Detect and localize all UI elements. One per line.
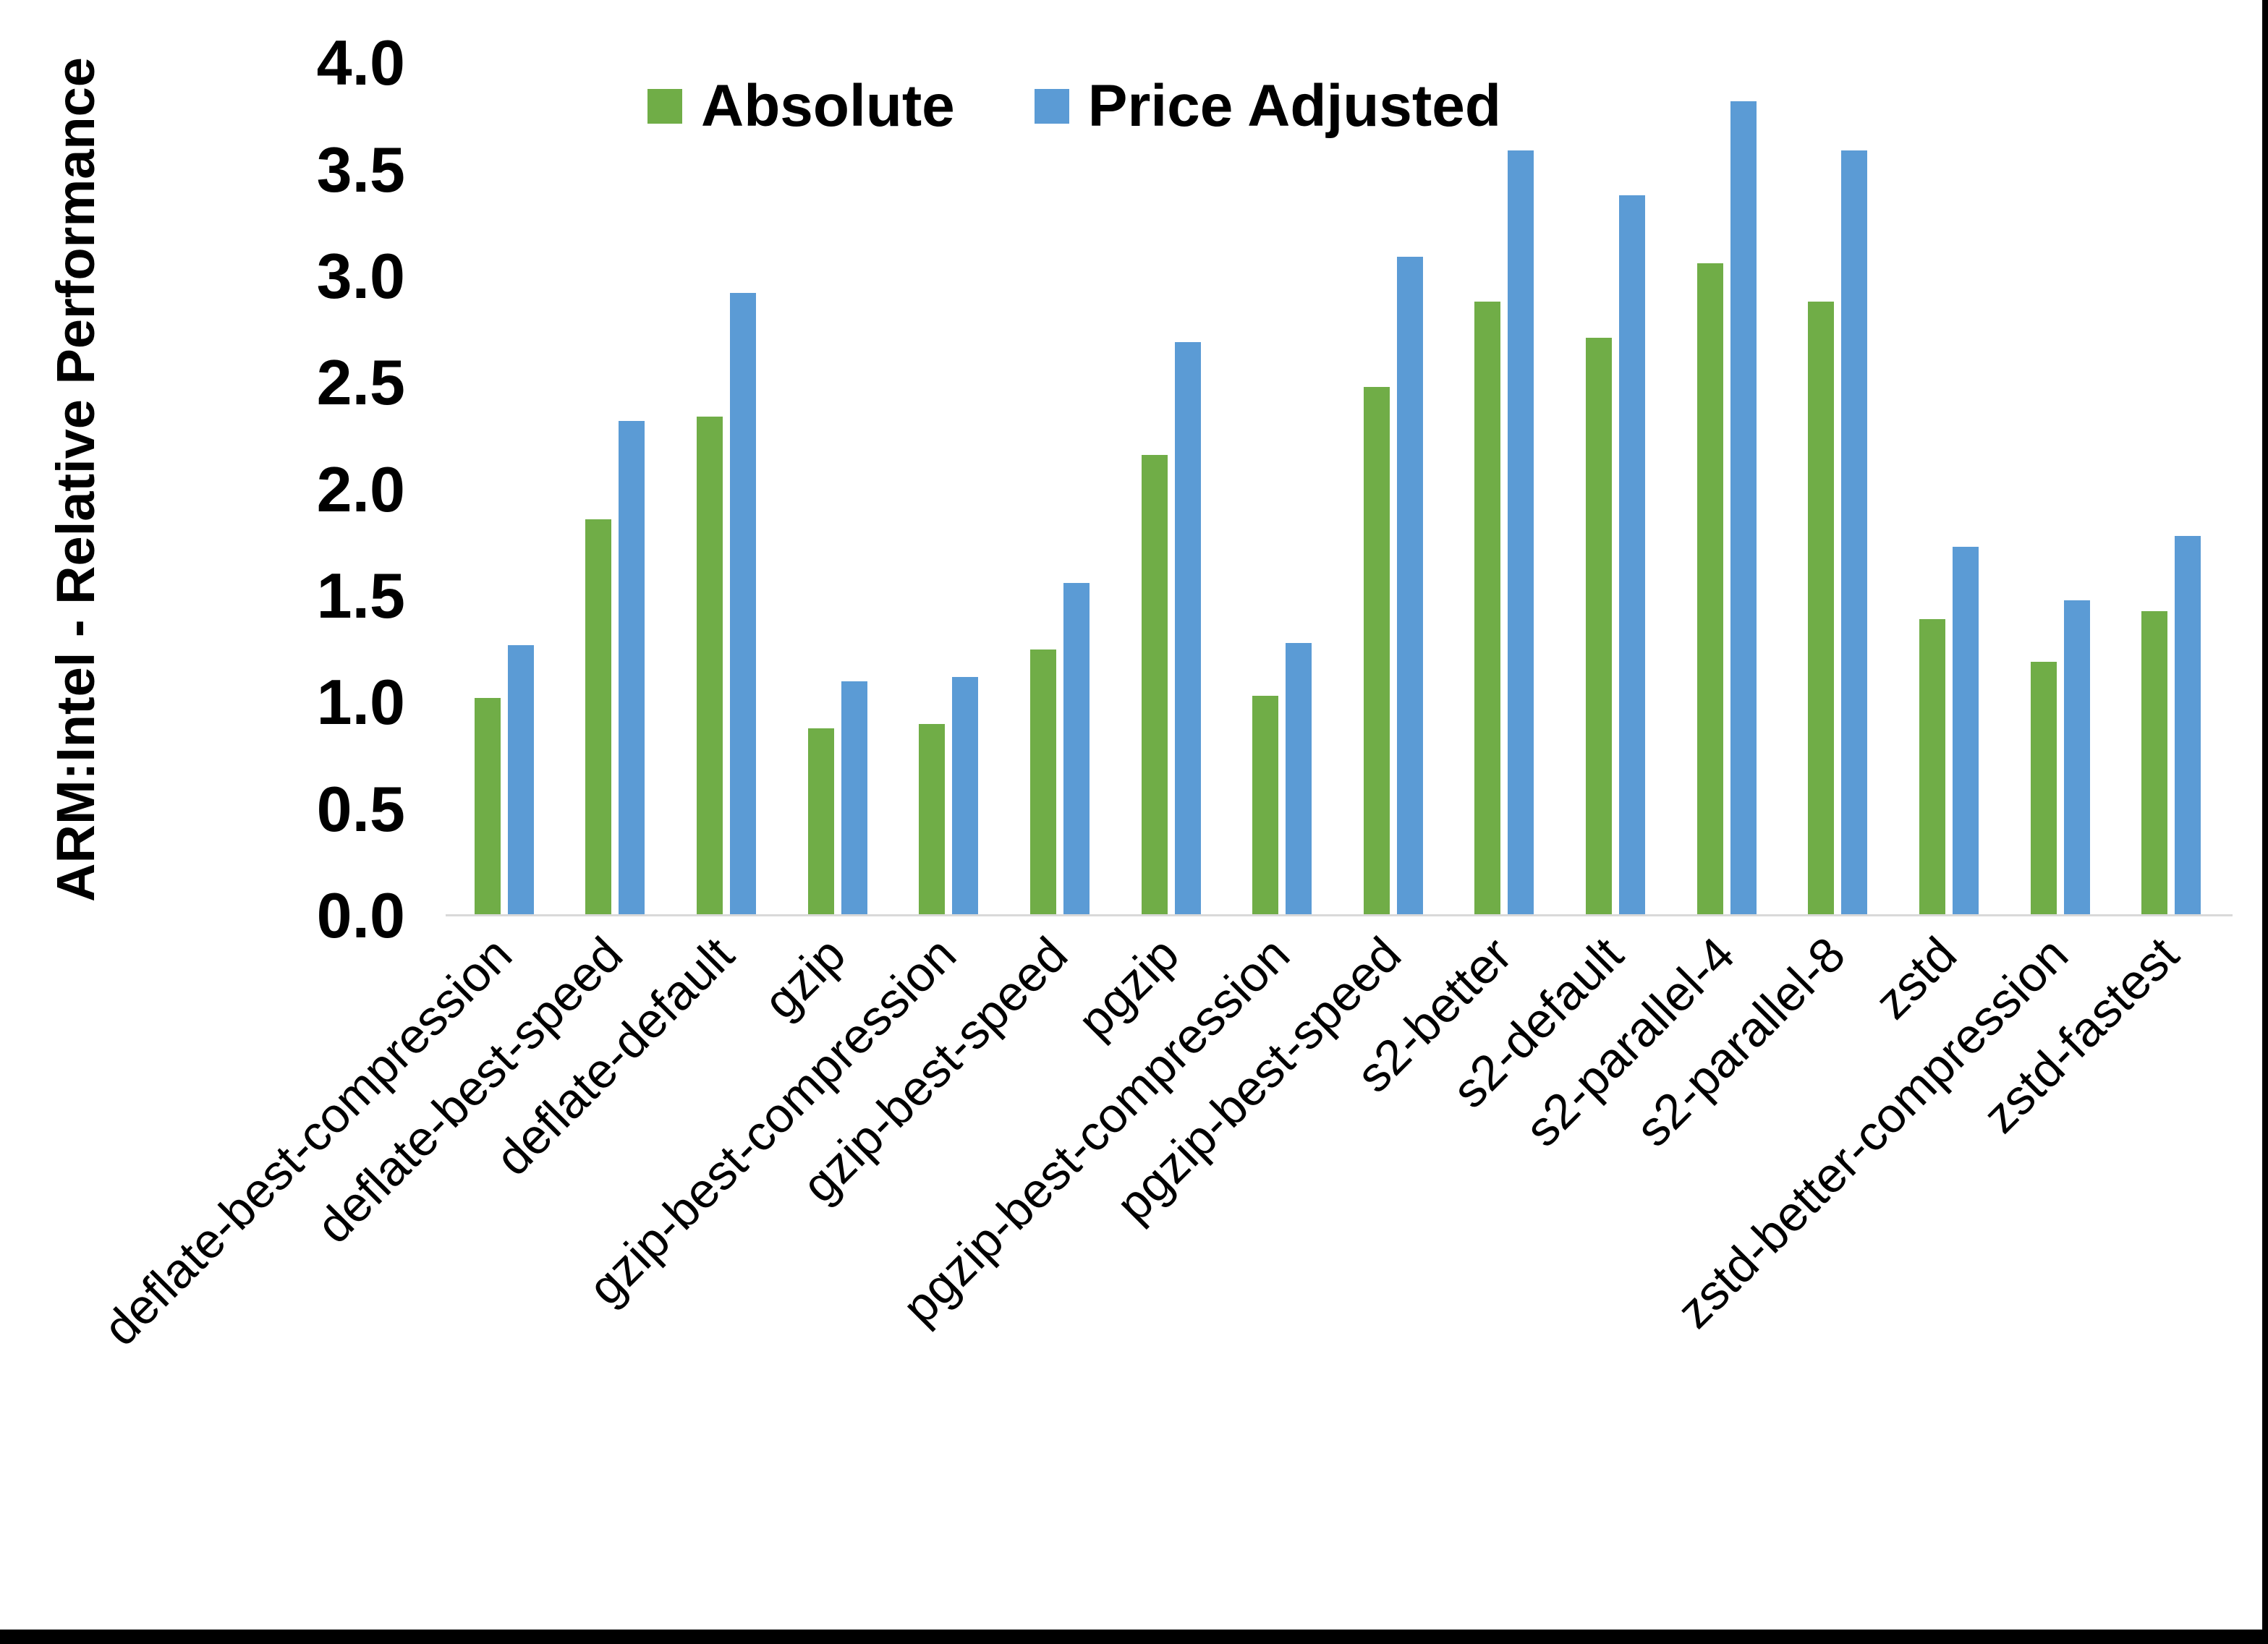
bar-price-adjusted: [1953, 547, 1979, 916]
bar-absolute: [475, 698, 501, 916]
bar-price-adjusted: [1175, 342, 1201, 916]
y-tick-label: 2.0: [316, 453, 405, 525]
x-axis-line: [446, 914, 2233, 916]
bar-absolute: [585, 519, 611, 916]
page-border-bottom: [0, 1630, 2268, 1644]
bar-absolute: [1919, 619, 1945, 916]
bar-price-adjusted: [2175, 536, 2201, 916]
y-axis-title: ARM:Intel - Relative Performance: [46, 57, 106, 902]
bar-absolute: [1697, 263, 1723, 916]
bar-absolute: [1252, 696, 1278, 916]
bar-absolute: [2031, 662, 2057, 916]
bar-price-adjusted: [1730, 101, 1757, 916]
y-tick-label: 1.0: [316, 666, 405, 738]
bar-absolute: [1586, 338, 1612, 916]
bar-absolute: [1474, 302, 1500, 916]
y-tick-label: 3.0: [316, 239, 405, 312]
bar-price-adjusted: [1619, 195, 1645, 916]
legend-item: Absolute: [647, 72, 955, 140]
bar-price-adjusted: [2064, 600, 2090, 916]
legend-label: Absolute: [701, 73, 955, 139]
bar-absolute: [2141, 611, 2167, 916]
bar-absolute: [1030, 649, 1056, 916]
page-border-right: [2262, 0, 2268, 1644]
bar-price-adjusted: [952, 677, 978, 916]
bar-absolute: [1364, 387, 1390, 916]
y-tick-label: 0.5: [316, 772, 405, 845]
bar-price-adjusted: [619, 421, 645, 916]
bar-price-adjusted: [1063, 583, 1090, 916]
legend-label: Price Adjusted: [1087, 73, 1501, 139]
legend: Absolute Price Adjusted: [647, 72, 1501, 140]
bar-price-adjusted: [1286, 643, 1312, 916]
bar-absolute: [1142, 455, 1168, 916]
y-tick-label: 2.5: [316, 346, 405, 419]
y-tick-label: 4.0: [316, 27, 405, 99]
bar-absolute: [1808, 302, 1834, 916]
bar-price-adjusted: [1508, 150, 1534, 916]
y-tick-label: 0.0: [316, 880, 405, 951]
legend-swatch-icon: [1034, 89, 1069, 124]
bar-absolute: [919, 724, 945, 916]
bar-absolute: [808, 728, 834, 916]
bar-price-adjusted: [730, 293, 756, 916]
y-tick-label: 3.5: [316, 133, 405, 205]
bar-price-adjusted: [508, 645, 534, 916]
bar-price-adjusted: [1397, 257, 1423, 916]
legend-swatch-icon: [647, 89, 682, 124]
bar-price-adjusted: [1841, 150, 1867, 916]
bar-absolute: [697, 417, 723, 916]
y-tick-label: 1.5: [316, 559, 405, 631]
bar-price-adjusted: [841, 681, 867, 916]
legend-item: Price Adjusted: [1034, 72, 1501, 140]
